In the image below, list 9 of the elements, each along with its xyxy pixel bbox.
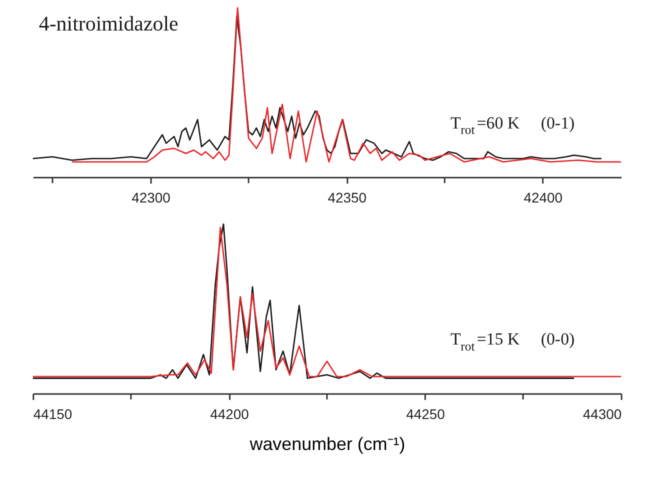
x-tick-label: 42300	[132, 190, 171, 206]
x-tick-label: 42350	[328, 190, 367, 206]
x-tick-label: 42400	[524, 190, 563, 206]
x-axis-title: wavenumber (cm⁻¹)	[248, 434, 406, 454]
x-tick-label: 44250	[406, 406, 446, 422]
x-tick-label: 44150	[33, 406, 72, 422]
x-tick-label: 44200	[210, 406, 250, 422]
annotation: 4-nitroimidazole	[38, 12, 178, 36]
x-tick-label: 44300	[582, 406, 622, 422]
